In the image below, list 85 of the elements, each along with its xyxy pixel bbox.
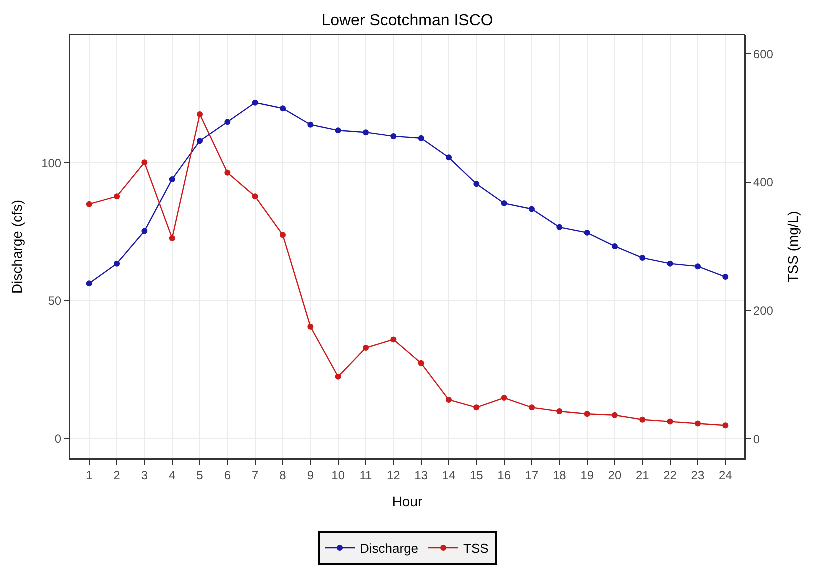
point (501, 395, 508, 402)
point (142, 160, 148, 166)
x-tick-label: 24 (718, 468, 733, 482)
point (474, 181, 480, 188)
point (556, 408, 563, 415)
x-tick-label: 18 (552, 468, 567, 482)
y2-axis-title: TSS (mg/L) (785, 211, 802, 283)
x-tick-label: 14 (442, 468, 456, 482)
point (224, 119, 231, 126)
point (446, 396, 452, 403)
x-tick-label: 4 (169, 468, 176, 482)
point (667, 260, 674, 267)
x-tick-label: 5 (196, 468, 204, 482)
y-axis-title: Discharge (cfs) (9, 200, 26, 294)
point (694, 420, 701, 427)
point (612, 412, 618, 418)
point (280, 232, 286, 238)
point (363, 130, 369, 136)
legend-label: TSS (464, 541, 490, 556)
point (252, 194, 258, 200)
x-tick-label: 21 (636, 468, 650, 482)
x-axis-title: Hour (392, 494, 424, 510)
point (224, 170, 231, 176)
x-tick-label: 2 (114, 468, 121, 482)
point (612, 243, 618, 250)
x-tick-label: 10 (332, 468, 346, 482)
point (197, 138, 204, 144)
point (501, 200, 508, 206)
x-tick-label: 12 (386, 468, 401, 482)
x-tick-label: 1 (86, 468, 94, 482)
x-tick-label: 16 (498, 468, 512, 482)
point (667, 418, 674, 425)
point (252, 100, 258, 106)
point (418, 360, 424, 366)
point (335, 374, 342, 380)
point (308, 122, 314, 128)
x-tick-label: 23 (691, 468, 705, 482)
point (722, 274, 729, 280)
x-tick-label: 13 (414, 468, 428, 482)
point (528, 404, 535, 411)
x-tick-label: 6 (224, 468, 232, 482)
point (86, 201, 92, 208)
x-tick-label: 20 (608, 468, 622, 482)
point (640, 416, 646, 423)
y2-tick-label: 400 (753, 176, 774, 190)
x-tick-label: 7 (252, 468, 260, 482)
y2-tick-label: 0 (753, 432, 760, 446)
point (556, 224, 563, 230)
point (446, 154, 452, 161)
point (390, 336, 397, 343)
point (474, 404, 480, 411)
x-tick-label: 8 (280, 468, 287, 482)
point (114, 194, 120, 200)
legend-label: Discharge (360, 541, 419, 556)
y-tick-label: 0 (54, 432, 62, 446)
y2-tick-label: 600 (753, 47, 774, 62)
point (584, 411, 590, 418)
point (335, 128, 342, 134)
x-tick-label: 19 (580, 468, 594, 482)
chart-title: Lower Scotchman ISCO (322, 12, 494, 30)
point (86, 280, 92, 287)
point (169, 235, 176, 242)
point (169, 176, 176, 182)
point (280, 106, 286, 112)
point (390, 133, 397, 140)
x-tick-label: 15 (470, 468, 484, 482)
y-tick-label: 50 (48, 294, 62, 308)
y-tick-label: 100 (42, 156, 62, 170)
point (197, 112, 204, 118)
x-tick-label: 9 (307, 468, 314, 482)
x-tick-label: 17 (525, 468, 539, 482)
point (640, 255, 646, 262)
y2-tick-label: 200 (753, 304, 774, 318)
point (528, 206, 535, 212)
point (142, 228, 148, 234)
point (114, 260, 120, 267)
x-tick-label: 3 (141, 468, 148, 482)
point (308, 324, 314, 330)
point (694, 264, 701, 270)
x-tick-label: 11 (360, 468, 373, 482)
point (363, 345, 369, 352)
point (584, 230, 590, 236)
point (418, 135, 424, 142)
x-tick-label: 22 (664, 468, 678, 482)
point (722, 422, 729, 429)
